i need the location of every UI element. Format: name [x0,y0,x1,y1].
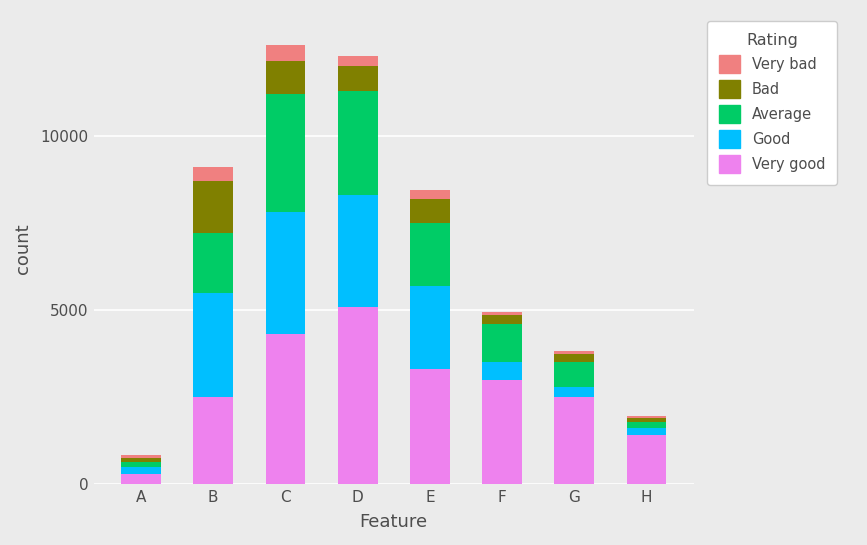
Bar [554,354,594,362]
Bar [627,418,667,421]
Bar [482,380,522,484]
Bar [193,397,233,484]
Bar [554,397,594,484]
Bar [121,458,161,462]
X-axis label: Feature: Feature [360,513,427,531]
Y-axis label: count: count [14,224,32,274]
Bar [482,315,522,324]
Bar [482,362,522,380]
Bar [482,324,522,362]
Bar [627,416,667,418]
Bar [121,455,161,458]
Bar [554,351,594,354]
Bar [193,167,233,181]
Bar [554,386,594,397]
Bar [265,45,305,61]
Bar [338,66,377,90]
Bar [410,370,450,484]
Bar [482,312,522,315]
Bar [338,195,377,306]
Bar [410,198,450,223]
Bar [193,293,233,397]
Bar [193,233,233,293]
Bar [627,428,667,435]
Bar [121,467,161,474]
Bar [410,190,450,198]
Bar [265,213,305,335]
Bar [554,362,594,386]
Bar [338,306,377,484]
Bar [265,61,305,94]
Bar [627,421,667,428]
Bar [265,94,305,213]
Bar [410,286,450,370]
Legend: Very bad, Bad, Average, Good, Very good: Very bad, Bad, Average, Good, Very good [707,21,838,185]
Bar [121,474,161,484]
Bar [338,90,377,195]
Bar [627,435,667,484]
Bar [121,462,161,467]
Bar [193,181,233,233]
Bar [410,223,450,286]
Bar [338,56,377,66]
Bar [265,335,305,484]
